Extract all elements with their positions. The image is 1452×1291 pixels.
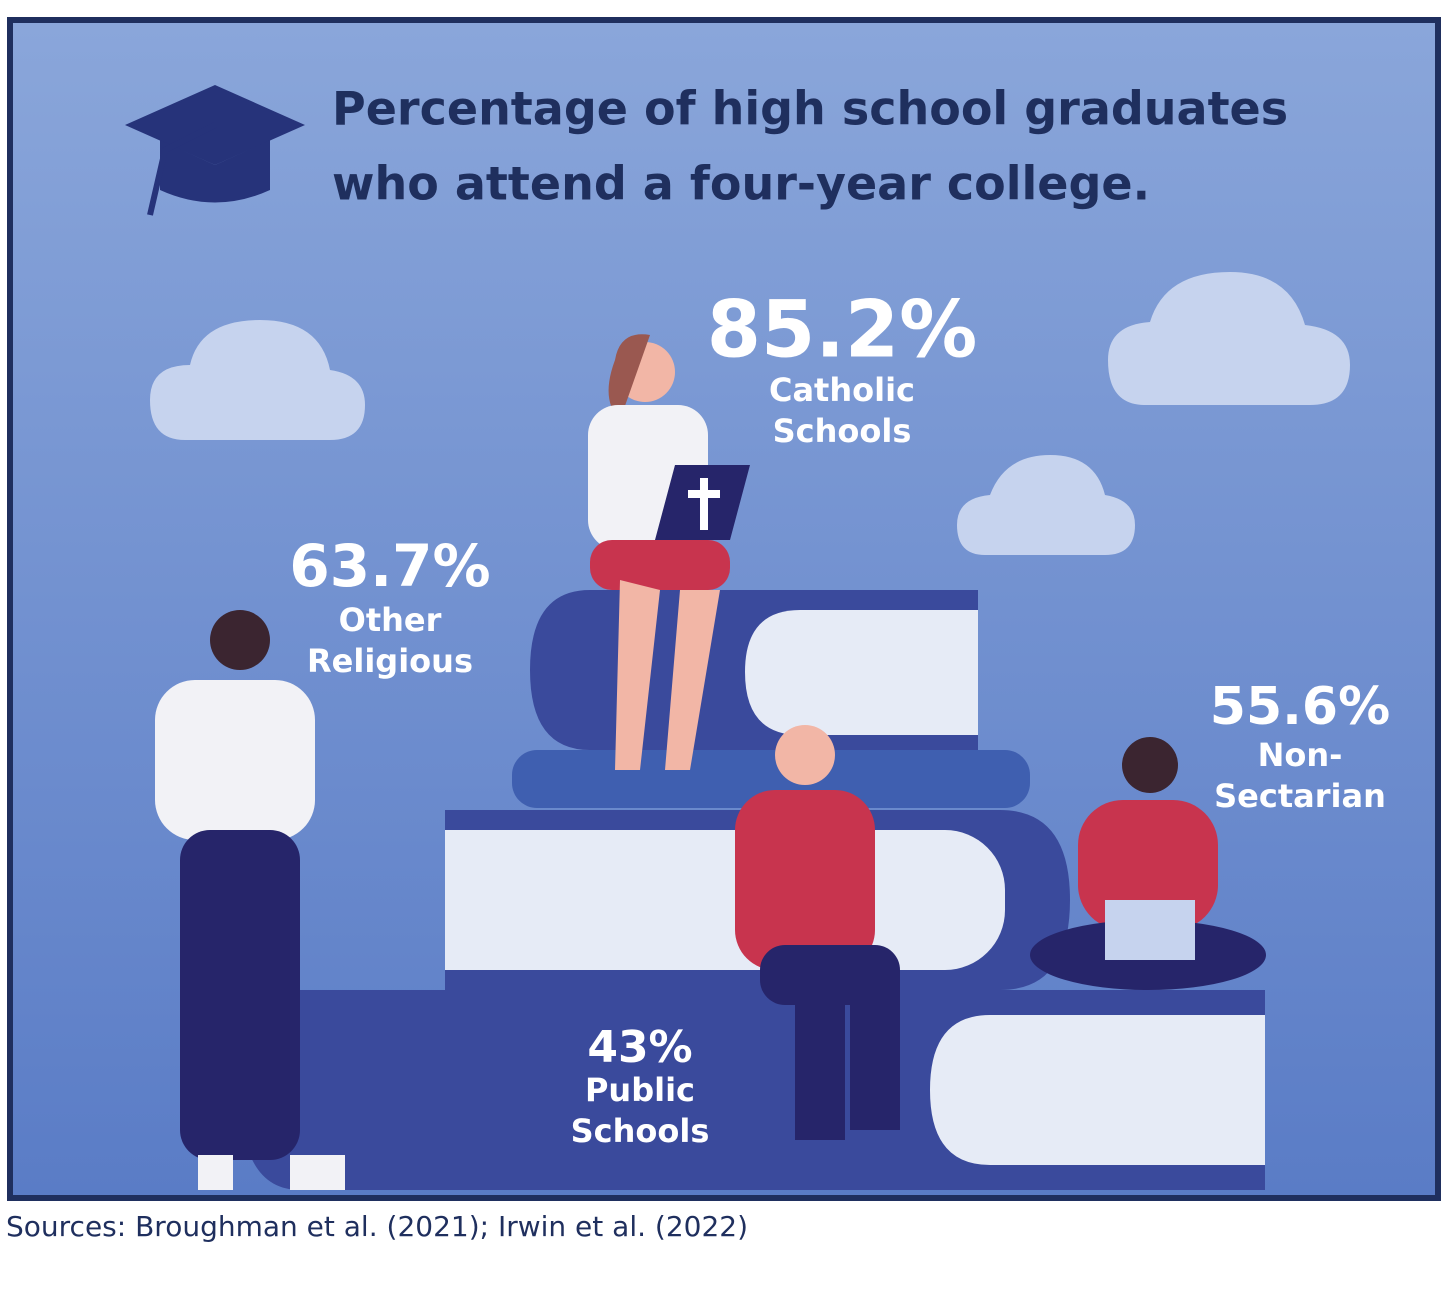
stat-value: 43% [587,1022,692,1073]
stat-label: Catholic [769,371,915,409]
title-line: who attend a four-year college. [332,157,1150,211]
clouds [150,272,1350,555]
stat-label: Religious [307,642,473,680]
stat-value: 63.7% [289,532,490,600]
stat-label: Sectarian [1214,777,1386,815]
people [155,334,1266,1190]
stats: 85.2%CatholicSchools63.7%OtherReligious5… [289,285,1390,1150]
stat-label: Schools [773,412,912,450]
stat-label: Non- [1258,736,1343,774]
stat-value: 55.6% [1210,677,1390,737]
title-line: Percentage of high school graduates [332,82,1288,136]
stat-label: Public [585,1071,695,1109]
stat-value: 85.2% [707,285,978,375]
source: Sources: Broughman et al. (2021); Irwin … [6,1210,748,1243]
grad-cap-icon [125,85,305,216]
stat-label: Other [339,601,442,639]
stat-label: Schools [571,1112,710,1150]
